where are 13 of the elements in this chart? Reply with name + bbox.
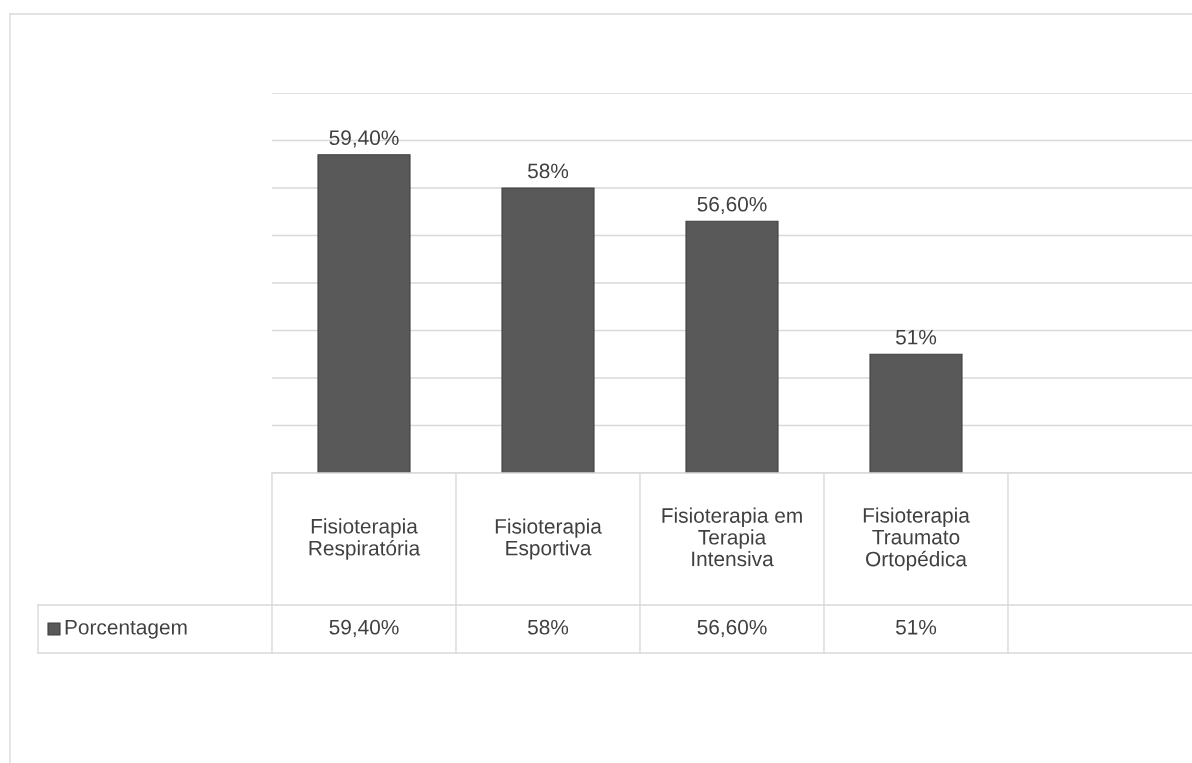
text: 58% xyxy=(527,163,569,179)
text: 51% xyxy=(895,329,937,345)
x-tick-label: Fisioterapia em Terapia Intensiva xyxy=(662,507,802,567)
data-label: 56,60% xyxy=(697,619,767,638)
legend-label: Porcentagem xyxy=(65,620,187,639)
text: 56,60% xyxy=(697,196,767,215)
x-tick-label: Fisioterapia Esportiva xyxy=(495,518,602,560)
x-tick-label: Fisioterapia Respiratória xyxy=(309,518,421,560)
data-label: 59,40% xyxy=(329,619,399,638)
data-label: 58% xyxy=(527,619,569,635)
text: 59,40% xyxy=(329,130,399,148)
x-tick-label: Fisioterapia Traumato Ortopédica xyxy=(863,507,970,571)
data-label: 51% xyxy=(895,619,937,635)
